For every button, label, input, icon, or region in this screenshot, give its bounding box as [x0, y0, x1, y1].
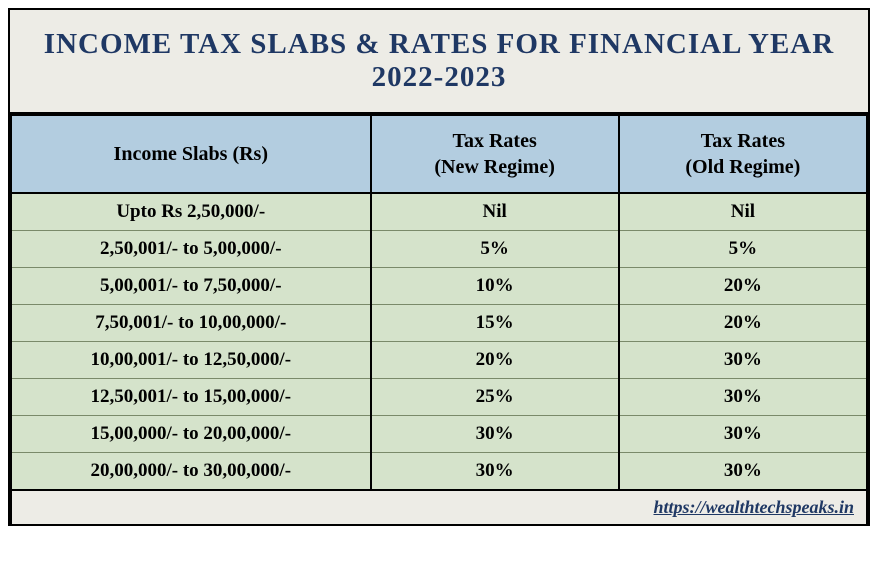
cell-old: 30% — [619, 379, 867, 416]
cell-slab: Upto Rs 2,50,000/- — [11, 193, 371, 231]
cell-slab: 15,00,000/- to 20,00,000/- — [11, 416, 371, 453]
cell-old: 30% — [619, 416, 867, 453]
table-row: 2,50,001/- to 5,00,000/- 5% 5% — [11, 231, 867, 268]
header-old-regime: Tax Rates(Old Regime) — [619, 115, 867, 193]
cell-slab: 20,00,000/- to 30,00,000/- — [11, 453, 371, 491]
cell-new: 20% — [371, 342, 619, 379]
cell-new: 25% — [371, 379, 619, 416]
page-title: INCOME TAX SLABS & RATES FOR FINANCIAL Y… — [30, 28, 848, 94]
title-cell: INCOME TAX SLABS & RATES FOR FINANCIAL Y… — [10, 10, 868, 114]
table-row: Upto Rs 2,50,000/- Nil Nil — [11, 193, 867, 231]
cell-new: 30% — [371, 416, 619, 453]
cell-old: Nil — [619, 193, 867, 231]
header-income-slabs: Income Slabs (Rs) — [11, 115, 371, 193]
cell-slab: 2,50,001/- to 5,00,000/- — [11, 231, 371, 268]
header-row: Income Slabs (Rs) Tax Rates(New Regime) … — [11, 115, 867, 193]
footer-url[interactable]: https://wealthtechspeaks.in — [11, 490, 867, 524]
tax-slab-container: INCOME TAX SLABS & RATES FOR FINANCIAL Y… — [8, 8, 870, 526]
cell-new: 5% — [371, 231, 619, 268]
table-row: 7,50,001/- to 10,00,000/- 15% 20% — [11, 305, 867, 342]
table-row: 5,00,001/- to 7,50,000/- 10% 20% — [11, 268, 867, 305]
footer-row: https://wealthtechspeaks.in — [11, 490, 867, 524]
table-body: Upto Rs 2,50,000/- Nil Nil 2,50,001/- to… — [11, 193, 867, 524]
cell-slab: 12,50,001/- to 15,00,000/- — [11, 379, 371, 416]
cell-slab: 5,00,001/- to 7,50,000/- — [11, 268, 371, 305]
table-row: 10,00,001/- to 12,50,000/- 20% 30% — [11, 342, 867, 379]
cell-new: 15% — [371, 305, 619, 342]
cell-new: 30% — [371, 453, 619, 491]
table-row: 20,00,000/- to 30,00,000/- 30% 30% — [11, 453, 867, 491]
cell-new: 10% — [371, 268, 619, 305]
cell-slab: 10,00,001/- to 12,50,000/- — [11, 342, 371, 379]
tax-slab-table: Income Slabs (Rs) Tax Rates(New Regime) … — [10, 114, 868, 524]
header-new-regime: Tax Rates(New Regime) — [371, 115, 619, 193]
cell-old: 20% — [619, 268, 867, 305]
cell-slab: 7,50,001/- to 10,00,000/- — [11, 305, 371, 342]
cell-old: 30% — [619, 453, 867, 491]
cell-old: 30% — [619, 342, 867, 379]
cell-old: 20% — [619, 305, 867, 342]
cell-old: 5% — [619, 231, 867, 268]
cell-new: Nil — [371, 193, 619, 231]
table-row: 15,00,000/- to 20,00,000/- 30% 30% — [11, 416, 867, 453]
table-row: 12,50,001/- to 15,00,000/- 25% 30% — [11, 379, 867, 416]
